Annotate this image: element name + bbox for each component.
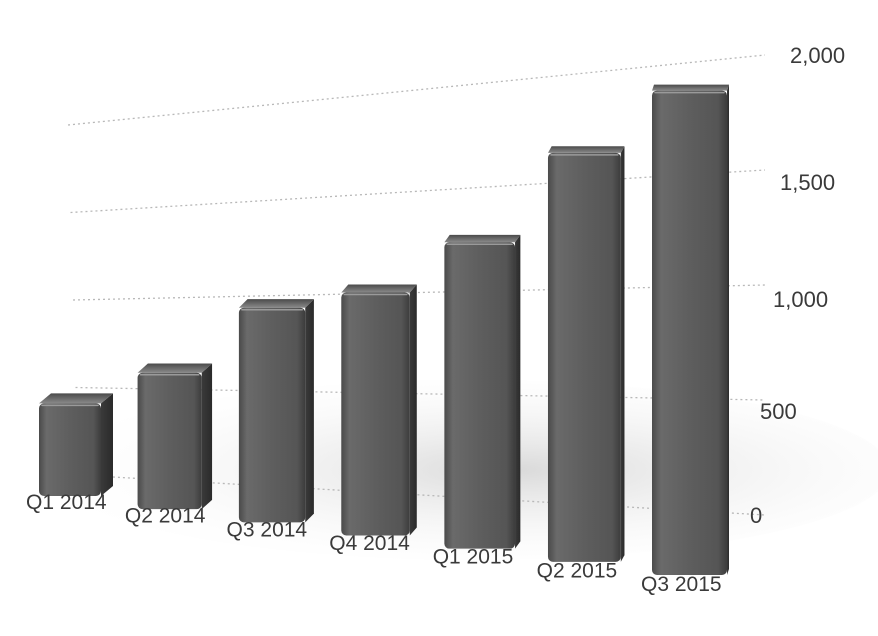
x-tick-label: Q3 2014: [227, 518, 308, 541]
bar-side: [620, 146, 625, 562]
x-tick-label: Q1 2015: [433, 546, 514, 569]
y-tick-label: 1,500: [780, 170, 835, 195]
bar: [341, 284, 417, 536]
bar-side: [201, 363, 213, 510]
gridlines: [67, 54, 766, 516]
bar-front: [238, 307, 306, 523]
bar-top: [238, 299, 314, 308]
bar-front: [444, 242, 516, 549]
bar-top: [341, 284, 417, 293]
bar: [652, 84, 729, 575]
y-tick-label: 0: [750, 503, 762, 528]
bar-side: [515, 234, 521, 549]
bar-top: [652, 84, 729, 91]
bar-front: [341, 292, 410, 536]
x-tick-label: Q2 2015: [537, 559, 618, 582]
x-tick-label: Q3 2015: [641, 573, 722, 596]
bar-top: [547, 146, 625, 153]
x-tick-label: Q2 2014: [125, 505, 206, 528]
bar-front: [652, 90, 727, 575]
labels: 0 500 1,000 1,500 2,000 Q1 2014 Q2 2014 Q3 2014…: [26, 43, 845, 596]
bar: [39, 393, 113, 496]
y-tick-label: 2,000: [790, 43, 845, 68]
y-tick-label: 500: [760, 399, 797, 424]
bar: [444, 234, 521, 549]
y-tick-label: 1,000: [773, 287, 828, 312]
bar-side: [101, 393, 113, 496]
bar-top: [137, 363, 213, 373]
bar-side: [727, 84, 729, 575]
gridline: [72, 284, 766, 301]
bar: [547, 146, 625, 562]
bar-front: [39, 403, 101, 496]
bar-top: [444, 234, 521, 243]
gridline: [70, 169, 766, 214]
bar: [238, 299, 314, 523]
bar-front: [547, 152, 621, 562]
x-tick-label: Q4 2014: [329, 532, 410, 555]
bar-top: [39, 393, 113, 404]
bars: [39, 84, 729, 575]
bar: [137, 363, 213, 510]
x-tick-label: Q1 2014: [26, 491, 107, 514]
bar-side: [409, 284, 417, 536]
bar-side: [305, 299, 314, 523]
gridline: [67, 54, 766, 126]
bar-front: [137, 372, 202, 510]
